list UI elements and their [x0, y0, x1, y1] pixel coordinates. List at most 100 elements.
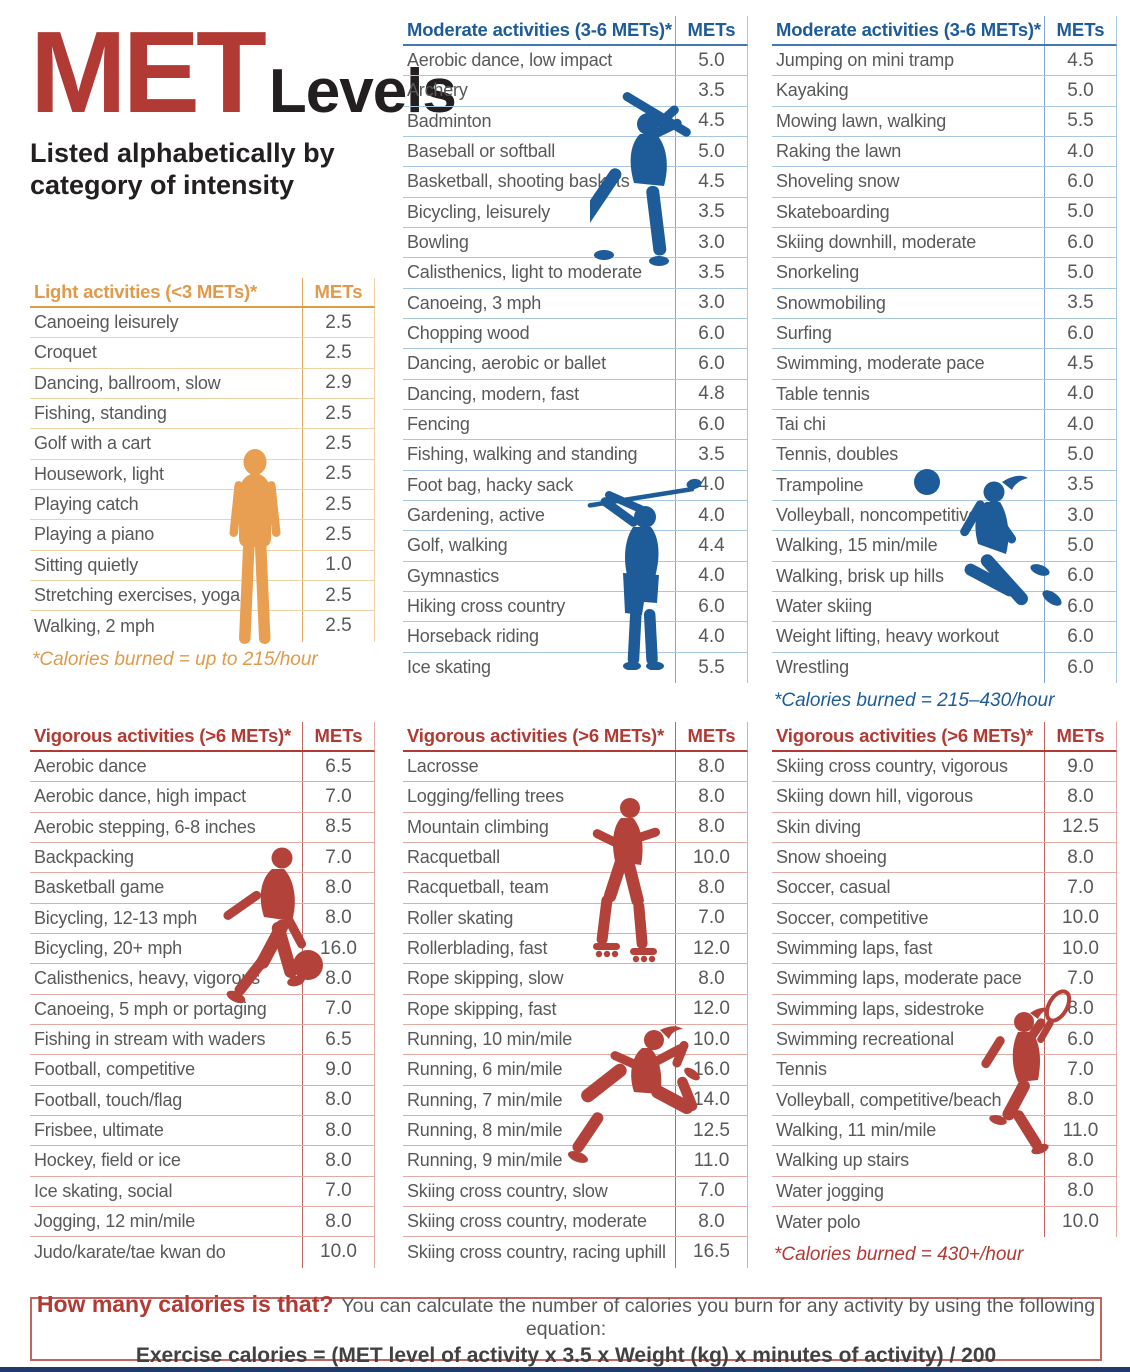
- table-row: Snorkeling 5.0: [772, 258, 1117, 289]
- mets-value: 8.0: [302, 1115, 374, 1146]
- mets-value: 8.0: [302, 964, 374, 994]
- table-row: Gardening, active 4.0: [403, 500, 748, 532]
- activity-label: Soccer, casual: [776, 877, 891, 898]
- activity-label: Running, 6 min/mile: [407, 1059, 563, 1080]
- activity-label: Calisthenics, light to moderate: [407, 262, 642, 283]
- activity-label: Snowmobiling: [776, 292, 886, 313]
- mets-value: 6.0: [1044, 591, 1116, 622]
- calorie-question: How many calories is that?: [36, 1290, 334, 1317]
- table-row: Tai chi 4.0: [772, 409, 1117, 441]
- activity-label: Backpacking: [34, 847, 134, 868]
- activity-label: Aerobic dance: [34, 756, 147, 777]
- table-row: Bicycling, leisurely 3.5: [403, 197, 748, 228]
- activity-label: Water polo: [776, 1211, 861, 1232]
- activity-label: Walking up stairs: [776, 1150, 909, 1171]
- activity-label: Tennis, doubles: [776, 444, 899, 465]
- mets-value: 6.0: [675, 349, 747, 379]
- activity-label: Judo/karate/tae kwan do: [34, 1241, 226, 1262]
- activity-label: Shoveling snow: [776, 171, 900, 192]
- table-row: Wrestling 6.0: [772, 652, 1117, 683]
- table-row: Walking, 11 min/mile 11.0: [772, 1115, 1117, 1147]
- mets-value: 5.0: [675, 136, 747, 167]
- table-row: Dancing, ballroom, slow 2.9: [30, 368, 375, 399]
- table-row: Shoveling snow 6.0: [772, 167, 1117, 198]
- mets-value: 7.0: [675, 1176, 747, 1206]
- table-row: Stretching exercises, yoga 2.5: [30, 580, 375, 612]
- table-row: Swimming laps, sidestroke 8.0: [772, 994, 1117, 1025]
- table-row: Aerobic dance 6.5: [30, 752, 375, 783]
- mets-value: 2.9: [302, 368, 374, 398]
- mets-value: 8.0: [302, 873, 374, 903]
- activity-label: Trampoline: [776, 474, 864, 495]
- table-row: Logging/felling trees 8.0: [403, 782, 748, 813]
- table-row: Soccer, casual 7.0: [772, 873, 1117, 904]
- mets-value: 3.5: [675, 440, 747, 470]
- table-row: Ice skating 5.5: [403, 652, 748, 683]
- mets-value: 7.0: [1044, 1055, 1116, 1085]
- mets-value: 10.0: [675, 1024, 747, 1055]
- table-row: Archery 3.5: [403, 76, 748, 107]
- mets-value: 8.0: [1044, 842, 1116, 873]
- mets-value: 10.0: [302, 1237, 374, 1268]
- table-row: Walking, 15 min/mile 5.0: [772, 531, 1117, 562]
- moderate-activities-table-2: Moderate activities (3-6 METs)* METs Jum…: [772, 16, 1117, 712]
- mets-value: 6.0: [1044, 652, 1116, 683]
- vigorous-activities-table-1: Vigorous activities (>6 METs)* METs Aero…: [30, 722, 375, 1268]
- activity-label: Swimming laps, sidestroke: [776, 998, 985, 1019]
- table-row: Ice skating, social 7.0: [30, 1176, 375, 1207]
- table-header: Moderate activities (3-6 METs)* METs: [772, 16, 1117, 46]
- title-levels: Levels: [268, 57, 457, 126]
- mets-value: 7.0: [302, 994, 374, 1024]
- activity-label: Swimming, moderate pace: [776, 353, 985, 374]
- table-row: Volleyball, competitive/beach 8.0: [772, 1085, 1117, 1116]
- table-row: Snow shoeing 8.0: [772, 842, 1117, 874]
- mets-value: 6.0: [1044, 167, 1116, 197]
- mets-value: 16.0: [675, 1055, 747, 1085]
- activity-label: Swimming laps, moderate pace: [776, 968, 1022, 989]
- mets-value: 8.0: [1044, 1146, 1116, 1176]
- mets-value: 4.5: [1044, 349, 1116, 379]
- activity-label: Running, 8 min/mile: [407, 1120, 563, 1141]
- bottom-accent-bar: [0, 1367, 1130, 1372]
- activity-label: Horseback riding: [407, 626, 539, 647]
- activity-label: Volleyball, noncompetitive: [776, 505, 978, 526]
- activity-label: Walking, 2 mph: [34, 615, 155, 636]
- table-row: Soccer, competitive 10.0: [772, 903, 1117, 934]
- activity-label: Soccer, competitive: [776, 907, 929, 928]
- calorie-equation-box: How many calories is that? You can calcul…: [30, 1291, 1102, 1367]
- table-row: Surfing 6.0: [772, 318, 1117, 350]
- table-row: Bowling 3.0: [403, 227, 748, 259]
- mets-value: 8.0: [675, 873, 747, 903]
- mets-value: 6.0: [1044, 1024, 1116, 1055]
- mets-value: 7.0: [675, 903, 747, 933]
- table-row: Judo/karate/tae kwan do 10.0: [30, 1237, 375, 1268]
- table-row: Running, 10 min/mile 10.0: [403, 1024, 748, 1056]
- mets-value: 8.0: [675, 752, 747, 782]
- activity-label: Tennis: [776, 1059, 827, 1080]
- activity-label: Football, touch/flag: [34, 1089, 183, 1110]
- mets-value: 8.0: [675, 964, 747, 994]
- mets-value: 9.0: [1044, 752, 1116, 782]
- mets-value: 1.0: [302, 550, 374, 580]
- table-row: Skiing cross country, slow 7.0: [403, 1176, 748, 1207]
- table-row: Walking up stairs 8.0: [772, 1146, 1117, 1177]
- activity-label: Bowling: [407, 232, 469, 253]
- activity-label: Running, 9 min/mile: [407, 1150, 563, 1171]
- table-row: Rope skipping, fast 12.0: [403, 994, 748, 1025]
- table-row: Aerobic dance, high impact 7.0: [30, 782, 375, 813]
- mets-value: 4.4: [675, 531, 747, 561]
- table-row: Playing catch 2.5: [30, 489, 375, 521]
- mets-value: 8.0: [302, 903, 374, 933]
- table-row: Swimming recreational 6.0: [772, 1024, 1117, 1056]
- title-met: MET: [30, 7, 267, 137]
- activity-label: Fishing, standing: [34, 403, 167, 424]
- table-title: Light activities (<3 METs)*: [34, 281, 257, 302]
- activity-label: Skiing cross country, vigorous: [776, 756, 1008, 777]
- activity-label: Canoeing leisurely: [34, 312, 179, 333]
- table-row: Volleyball, noncompetitive 3.0: [772, 500, 1117, 532]
- table-row: Foot bag, hacky sack 4.0: [403, 470, 748, 501]
- table-row: Mowing lawn, walking 5.5: [772, 106, 1117, 137]
- table-body: Aerobic dance 6.5 Aerobic dance, high impa…: [30, 752, 375, 1268]
- table-row: Jumping on mini tramp 4.5: [772, 46, 1117, 77]
